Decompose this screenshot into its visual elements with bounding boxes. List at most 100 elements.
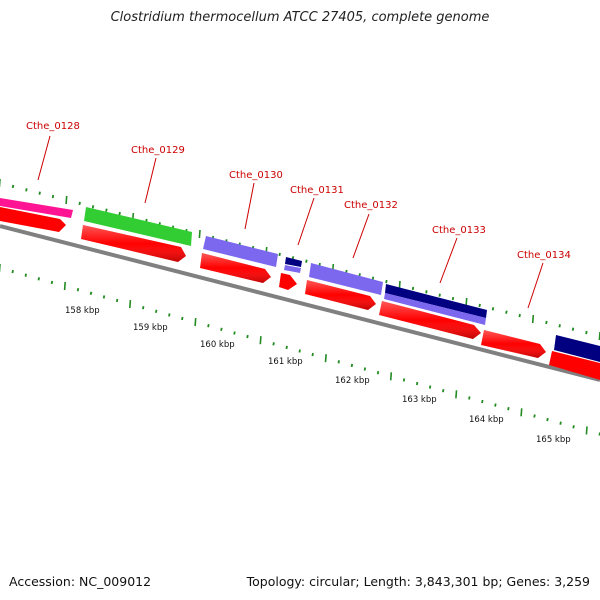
gc-tick xyxy=(37,277,40,281)
gc-tick xyxy=(491,307,495,311)
gc-tick xyxy=(385,279,388,284)
accession-text: Accession: NC_009012 xyxy=(9,574,152,589)
gc-tick xyxy=(442,389,445,393)
gc-tick xyxy=(105,208,108,212)
gc-tick xyxy=(305,259,308,263)
gc-tick xyxy=(115,298,119,303)
gene-block-cthe-0134[interactable] xyxy=(554,335,600,362)
gc-tick xyxy=(65,195,68,205)
gc-tick xyxy=(181,316,184,321)
label-leaders xyxy=(37,135,544,309)
gc-tick xyxy=(51,194,55,199)
gc-tick xyxy=(558,324,561,328)
gc-tick xyxy=(311,352,314,357)
map-title: Clostridium thermocellum ATCC 27405, com… xyxy=(110,10,490,25)
gc-tick xyxy=(585,426,588,435)
gc-tick xyxy=(559,421,562,425)
arrow-shading xyxy=(81,225,546,358)
scale-label: 162 kbp xyxy=(335,376,370,386)
gc-tick xyxy=(25,188,28,192)
gc-tick xyxy=(259,336,262,345)
gc-tick xyxy=(507,407,510,411)
gc-tick xyxy=(425,290,428,294)
gc-tick xyxy=(428,385,432,389)
cds-arrow[interactable] xyxy=(0,207,66,232)
gc-tick xyxy=(24,273,27,277)
gc-tick xyxy=(207,324,210,328)
gc-skew-track-inner xyxy=(0,264,600,436)
gc-tick xyxy=(194,318,197,327)
cds-arrow[interactable] xyxy=(549,351,600,380)
gc-tick xyxy=(38,191,41,195)
gc-tick xyxy=(531,314,535,324)
gene-label-cthe-0133[interactable]: Cthe_0133 xyxy=(432,225,486,236)
gc-tick xyxy=(129,300,132,309)
gc-tick xyxy=(63,281,66,291)
gene-label-cthe-0128[interactable]: Cthe_0128 xyxy=(26,121,80,132)
gc-tick xyxy=(102,295,106,299)
gc-tick xyxy=(518,313,521,318)
scale-label: 161 kbp xyxy=(268,357,303,367)
gc-tick xyxy=(546,417,549,422)
gc-tick xyxy=(478,303,481,308)
gc-tick xyxy=(198,229,201,239)
gc-tick xyxy=(571,327,575,331)
scale-label: 159 kbp xyxy=(133,323,168,333)
gc-tick xyxy=(494,403,497,407)
gc-tick xyxy=(337,360,340,364)
gene-block-cthe-0129[interactable] xyxy=(84,207,192,246)
gc-tick xyxy=(376,371,380,375)
gc-tick xyxy=(89,291,93,295)
gc-tick xyxy=(389,372,393,381)
gc-tick xyxy=(545,320,548,325)
gc-tick xyxy=(415,381,419,386)
gene-block-cthe-0132[interactable] xyxy=(309,263,383,295)
gene-block-cthe-0128[interactable] xyxy=(0,198,73,218)
gc-tick xyxy=(118,211,121,216)
gc-tick xyxy=(585,330,588,335)
gc-tick xyxy=(272,342,275,346)
gc-tick xyxy=(298,349,301,353)
gc-tick xyxy=(155,309,158,313)
gene-block-cthe-0133-upper[interactable] xyxy=(385,284,487,318)
gc-tick xyxy=(285,345,288,350)
gc-tick xyxy=(402,378,406,382)
gc-tick xyxy=(233,331,236,335)
gc-tick xyxy=(50,280,54,285)
cds-arrow[interactable] xyxy=(279,273,297,290)
gene-block-cthe-0130[interactable] xyxy=(203,236,278,267)
gene-block-cthe-0133-lower[interactable] xyxy=(384,293,486,325)
gc-tick xyxy=(350,363,354,368)
gene-label-cthe-0131[interactable]: Cthe_0131 xyxy=(290,185,344,196)
gc-tick xyxy=(533,414,536,418)
gc-tick xyxy=(168,313,171,317)
gene-block-cthe-0131-lower[interactable] xyxy=(284,265,301,273)
gc-tick xyxy=(572,425,575,429)
gc-tick xyxy=(220,327,223,331)
gc-tick xyxy=(520,408,523,417)
gc-tick xyxy=(411,286,415,291)
gc-tick xyxy=(363,367,367,371)
topology-text: Topology: circular; Length: 3,843,301 bp… xyxy=(246,574,590,589)
backbone-ring xyxy=(0,224,600,382)
scale-label: 158 kbp xyxy=(65,306,100,316)
gene-label-cthe-0130[interactable]: Cthe_0130 xyxy=(229,170,283,181)
gc-tick xyxy=(505,310,508,314)
cds-reverse-track xyxy=(0,207,600,380)
gene-block-cthe-0131-upper[interactable] xyxy=(285,257,302,267)
cog-track xyxy=(0,198,600,362)
gc-tick xyxy=(91,205,95,209)
gc-tick xyxy=(451,296,455,301)
scale-label: 160 kbp xyxy=(200,340,235,350)
gc-tick xyxy=(78,201,81,206)
gene-label-cthe-0132[interactable]: Cthe_0132 xyxy=(344,200,398,211)
gc-tick xyxy=(371,276,375,280)
gc-tick xyxy=(324,354,327,363)
gc-tick xyxy=(438,293,441,297)
gene-label-cthe-0134[interactable]: Cthe_0134 xyxy=(517,250,571,261)
scale-label: 164 kbp xyxy=(469,415,504,425)
scale-label: 165 kbp xyxy=(536,435,571,445)
gc-tick xyxy=(11,184,15,189)
gene-label-cthe-0129[interactable]: Cthe_0129 xyxy=(131,145,185,156)
